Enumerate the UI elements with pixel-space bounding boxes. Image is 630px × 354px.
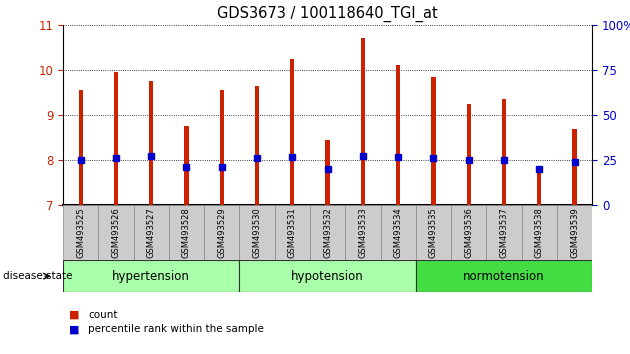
Bar (149, 81, 153, 205)
Text: GSM493536: GSM493536 (464, 207, 473, 258)
Bar (361, 38, 365, 205)
Text: GSM493534: GSM493534 (394, 207, 403, 258)
Bar (467, 104, 471, 205)
Text: ■: ■ (69, 310, 80, 320)
Text: GSM493537: GSM493537 (500, 207, 508, 258)
Text: percentile rank within the sample: percentile rank within the sample (88, 324, 264, 334)
Bar (275, 205, 310, 260)
Bar (134, 205, 169, 260)
Title: GDS3673 / 100118640_TGI_at: GDS3673 / 100118640_TGI_at (217, 6, 438, 22)
Bar (486, 205, 522, 260)
Bar (451, 205, 486, 260)
Bar (239, 205, 275, 260)
Bar (381, 205, 416, 260)
Text: disease state: disease state (3, 271, 72, 281)
Text: ■: ■ (69, 324, 80, 334)
Bar (522, 205, 557, 260)
Text: GSM493535: GSM493535 (429, 207, 438, 258)
Bar (416, 260, 592, 292)
Bar (239, 260, 416, 292)
Bar (432, 77, 435, 205)
Text: GSM493528: GSM493528 (182, 207, 191, 258)
Bar (310, 205, 345, 260)
Text: GSM493530: GSM493530 (253, 207, 261, 258)
Bar (557, 205, 592, 260)
Bar (345, 205, 381, 260)
Bar (98, 205, 134, 260)
Bar (290, 59, 294, 205)
Text: GSM493527: GSM493527 (147, 207, 156, 258)
Text: normotension: normotension (463, 270, 545, 282)
Bar (114, 72, 118, 205)
Bar (396, 65, 400, 205)
Bar (185, 126, 188, 205)
Bar (63, 260, 239, 292)
Bar (326, 140, 329, 205)
Bar (537, 167, 541, 205)
Bar (169, 205, 204, 260)
Text: hypertension: hypertension (112, 270, 190, 282)
Text: GSM493538: GSM493538 (535, 207, 544, 258)
Text: GSM493531: GSM493531 (288, 207, 297, 258)
Text: GSM493533: GSM493533 (358, 207, 367, 258)
Text: GSM493532: GSM493532 (323, 207, 332, 258)
Text: GSM493526: GSM493526 (112, 207, 120, 258)
Bar (255, 86, 259, 205)
Bar (220, 90, 224, 205)
Bar (63, 205, 98, 260)
Bar (416, 205, 451, 260)
Bar (204, 205, 239, 260)
Text: GSM493539: GSM493539 (570, 207, 579, 258)
Bar (573, 129, 576, 205)
Bar (502, 99, 506, 205)
Bar (79, 90, 83, 205)
Text: hypotension: hypotension (291, 270, 364, 282)
Text: GSM493525: GSM493525 (76, 207, 85, 258)
Text: GSM493529: GSM493529 (217, 207, 226, 258)
Text: count: count (88, 310, 118, 320)
